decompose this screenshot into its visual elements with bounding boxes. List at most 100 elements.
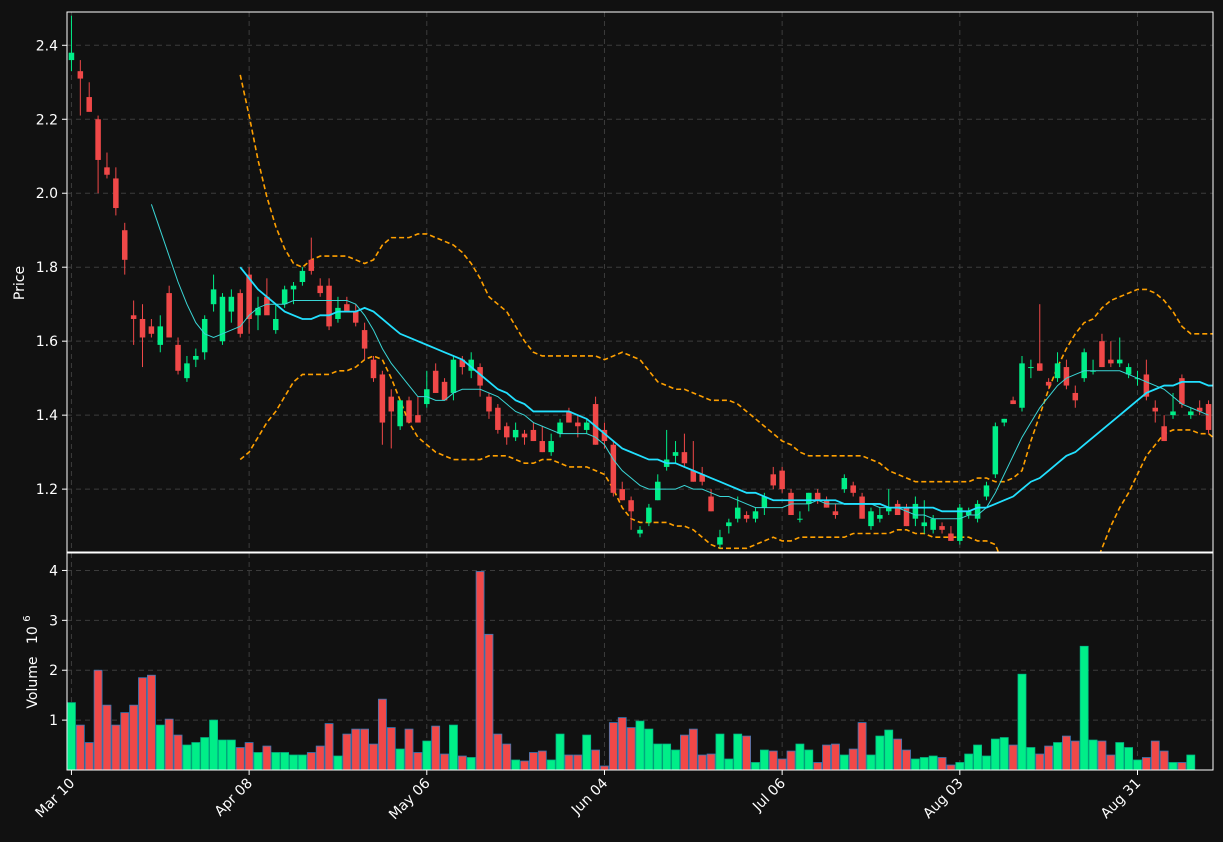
volume-bar-48: [493, 733, 503, 770]
volume-bar-20: [244, 742, 254, 770]
candle-body-58: [583, 422, 590, 430]
volume-bar-47: [484, 633, 494, 770]
price-ytick-label-1: 1.4: [36, 408, 58, 424]
volume-bar-42: [440, 753, 449, 770]
candle-body-53: [539, 441, 546, 453]
volume-bar-110: [1044, 745, 1054, 770]
volume-bar-39: [413, 752, 423, 770]
volume-bar-102: [973, 744, 982, 770]
candle-body-62: [619, 489, 625, 501]
candle-body-0: [68, 52, 75, 61]
candle-body-94: [903, 507, 910, 527]
volume-bar-37: [395, 748, 405, 770]
candle-body-39: [415, 415, 421, 423]
candle-body-25: [290, 285, 297, 290]
volume-bar-35: [377, 698, 387, 770]
volume-bar-66: [653, 743, 663, 770]
candle-body-72: [708, 496, 714, 512]
candle-body-5: [113, 178, 119, 209]
volume-bar-109: [1035, 753, 1045, 770]
volume-bar-113: [1070, 740, 1080, 770]
candle-body-66: [655, 481, 661, 501]
volume-bar-56: [564, 754, 574, 770]
candle-body-117: [1108, 359, 1114, 364]
volume-bar-27: [306, 752, 316, 770]
candle-body-52: [530, 429, 537, 442]
volume-bar-84: [813, 762, 823, 770]
candle-body-105: [1001, 418, 1007, 423]
volume-bar-106: [1008, 744, 1018, 770]
volume-bar-19: [235, 747, 245, 770]
volume-bar-67: [662, 743, 672, 770]
volume-bar-52: [528, 752, 538, 770]
candle-body-21: [255, 307, 261, 316]
volume-series: [67, 571, 1196, 770]
candle-body-125: [1179, 378, 1185, 405]
candle-body-63: [628, 500, 634, 512]
volume-bar-18: [226, 739, 236, 770]
candle-body-23: [273, 318, 279, 331]
candle-body-106: [1010, 400, 1016, 405]
candle-body-56: [566, 411, 572, 423]
volume-bar-3: [93, 669, 103, 770]
candle-body-4: [104, 167, 110, 175]
moving-averages: [150, 204, 1213, 520]
volume-bar-43: [449, 724, 458, 770]
candle-body-86: [832, 511, 839, 516]
candle-body-30: [335, 307, 341, 319]
candle-body-17: [219, 296, 226, 342]
candle-body-91: [877, 515, 883, 519]
candle-body-71: [699, 474, 705, 482]
volume-bar-83: [804, 749, 814, 770]
volume-bar-25: [289, 754, 298, 770]
bollinger-bands: [239, 74, 1213, 552]
volume-bar-101: [964, 753, 974, 770]
volume-bar-103: [982, 755, 991, 770]
candle-body-74: [726, 522, 732, 527]
volume-bar-1: [75, 724, 85, 770]
volume-bar-57: [573, 754, 583, 770]
volume-bar-94: [902, 749, 911, 770]
band-lower-line: [239, 355, 1213, 552]
volume-axis-label: Volume 10 6: [22, 615, 41, 708]
candle-body-42: [441, 381, 448, 401]
volume-bar-117: [1106, 754, 1116, 770]
volume-bar-6: [120, 712, 130, 770]
volume-bar-115: [1088, 739, 1098, 770]
candle-body-70: [690, 470, 697, 482]
volume-bar-93: [893, 738, 903, 770]
volume-bar-122: [1150, 740, 1160, 770]
volume-bar-107: [1017, 673, 1027, 770]
volume-bar-72: [706, 753, 716, 770]
volume-bar-54: [546, 759, 556, 770]
volume-bar-75: [733, 733, 743, 770]
volume-bar-120: [1133, 759, 1142, 770]
candle-body-13: [184, 363, 190, 379]
candle-body-82: [797, 518, 803, 520]
candle-body-123: [1161, 426, 1167, 442]
candle-body-98: [939, 526, 945, 530]
volume-bar-91: [875, 735, 885, 770]
candle-body-43: [450, 359, 457, 393]
volume-bar-49: [502, 743, 512, 770]
candle-body-33: [361, 330, 368, 349]
volume-bar-116: [1097, 740, 1107, 770]
candle-body-75: [734, 507, 741, 519]
volume-bar-63: [626, 727, 636, 770]
candle-body-77: [752, 511, 759, 519]
candle-body-50: [512, 429, 519, 438]
volume-bar-24: [280, 752, 290, 770]
volume-bar-85: [822, 744, 831, 770]
candle-body-2: [86, 97, 92, 112]
volume-bar-11: [164, 718, 174, 770]
volume-bar-45: [466, 757, 476, 770]
candle-body-76: [743, 515, 750, 519]
candle-body-27: [308, 259, 315, 271]
volume-bar-0: [67, 702, 76, 770]
candle-body-46: [477, 367, 483, 386]
volume-bar-98: [937, 757, 947, 770]
candle-body-128: [1205, 404, 1212, 430]
candle-body-100: [957, 507, 963, 541]
candle-body-48: [495, 407, 501, 430]
candle-body-78: [761, 496, 768, 508]
